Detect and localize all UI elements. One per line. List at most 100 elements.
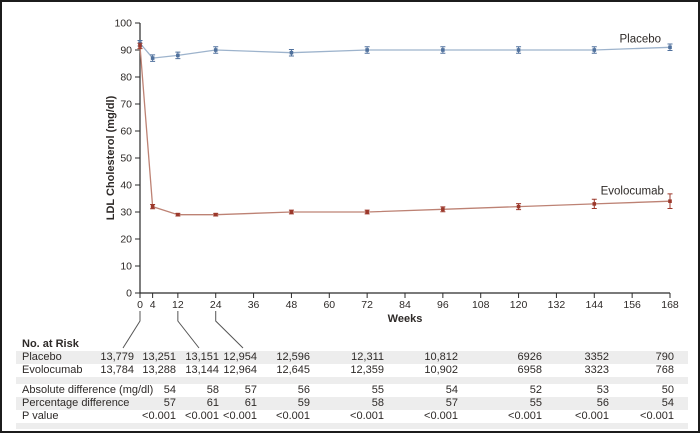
table-cell: 13,288 — [142, 364, 176, 376]
row-label: P value — [22, 410, 59, 422]
data-point-marker — [138, 44, 142, 48]
table-cell: 3352 — [584, 351, 609, 363]
table-cell: 61 — [244, 397, 257, 409]
table-cell: 57 — [244, 384, 257, 396]
table-cell: 768 — [655, 364, 674, 376]
y-tick-label: 100 — [114, 18, 132, 30]
table-row-evolocumab: Evolocumab 13,784 13,288 13,144 12,964 12,645… — [16, 364, 688, 377]
table-cell: <0.001 — [223, 410, 257, 422]
table-row-percentage-difference: Percentage difference 57 61 61 59 58 57 55 56 54 — [16, 397, 688, 410]
data-point-marker — [668, 45, 672, 50]
x-tick-label: 96 — [437, 299, 449, 311]
axis-to-table-connector — [122, 311, 141, 349]
x-tick-label: 120 — [510, 299, 528, 311]
x-tick-label: 4 — [150, 299, 156, 311]
y-tick-label: 60 — [120, 126, 132, 138]
data-point-marker — [365, 210, 369, 214]
y-tick-label: 10 — [120, 261, 132, 273]
table-cell: 3323 — [584, 364, 609, 376]
data-point-marker — [441, 207, 445, 212]
table-cell: <0.001 — [142, 410, 176, 422]
table-cell: 10,902 — [424, 364, 458, 376]
table-cell: 12,311 — [351, 351, 384, 363]
data-point-marker — [150, 204, 155, 209]
table-cell: <0.001 — [575, 410, 609, 422]
table-cell: 50 — [661, 384, 674, 396]
y-tick-label: 50 — [120, 153, 132, 165]
data-point-marker — [176, 53, 180, 58]
table-cell: <0.001 — [640, 410, 674, 422]
table-cell: 55 — [371, 384, 384, 396]
data-point-marker — [592, 48, 597, 52]
table-cell: <0.001 — [185, 410, 219, 422]
table-row-absolute-difference: Absolute difference (mg/dl) 54 58 57 56 55 54 5… — [16, 384, 688, 397]
axes — [139, 23, 670, 294]
axis-to-table-connector — [215, 311, 244, 349]
y-tick-label: 0 — [126, 288, 132, 300]
table-row-spacer — [16, 377, 688, 384]
table-cell: 57 — [163, 397, 176, 409]
data-point-marker — [516, 48, 521, 52]
table-cell: 12,596 — [276, 351, 310, 363]
data-point-marker — [213, 212, 218, 217]
evolocumab-line — [139, 45, 671, 216]
y-axis-label: LDL Cholesterol (mg/dl) — [105, 95, 117, 220]
axis-to-table-connector — [177, 311, 200, 349]
x-tick-label: 24 — [210, 299, 222, 311]
y-tick-label: 30 — [120, 207, 132, 219]
x-tick-label: 108 — [472, 299, 490, 311]
table-cell: 12,954 — [223, 351, 257, 363]
data-point-marker — [516, 204, 521, 209]
data-point-marker — [150, 56, 155, 60]
y-tick-label: 20 — [120, 234, 132, 246]
no-at-risk-heading: No. at Risk — [22, 338, 79, 350]
table-cell: 55 — [529, 397, 542, 409]
data-point-marker — [213, 48, 218, 52]
table-cell: 6926 — [517, 351, 542, 363]
y-tick-label: 40 — [120, 180, 132, 192]
placebo-series-label: Placebo — [620, 33, 662, 45]
table-cell: <0.001 — [424, 410, 458, 422]
table-cell: 54 — [661, 397, 674, 409]
table-cell: 12,359 — [350, 364, 384, 376]
table-cell: 58 — [371, 397, 384, 409]
row-label: Percentage difference — [22, 397, 130, 409]
x-axis-label: Weeks — [388, 313, 423, 325]
x-tick-label: 132 — [548, 299, 566, 311]
x-tick-label: 156 — [623, 299, 641, 311]
data-point-marker — [592, 202, 597, 206]
data-point-marker — [668, 199, 672, 203]
table-cell: 13,251 — [142, 351, 176, 363]
data-point-marker — [289, 50, 294, 55]
x-tick-label: 144 — [586, 299, 604, 311]
table-cell: <0.001 — [276, 410, 310, 422]
x-tick-label: 168 — [661, 299, 679, 311]
y-tick-label: 90 — [120, 45, 132, 57]
table-cell: 54 — [163, 384, 176, 396]
table-cell: 59 — [297, 397, 310, 409]
table-cell: 58 — [206, 384, 219, 396]
table-cell: 56 — [297, 384, 310, 396]
table-cell: 6958 — [517, 364, 542, 376]
row-label: Placebo — [22, 351, 62, 363]
table-row-p-value: P value <0.001 <0.001 <0.001 <0.001 <0.001 <0.… — [16, 410, 688, 423]
table-cell: 61 — [206, 397, 219, 409]
x-tick-label: 60 — [323, 299, 335, 311]
table-row-placebo: Placebo 13,779 13,251 13,151 12,954 12,596 12,… — [16, 351, 688, 364]
table-cell: <0.001 — [508, 410, 542, 422]
x-tick-label: 36 — [248, 299, 260, 311]
row-label: Evolocumab — [22, 364, 83, 376]
table-cell: 54 — [445, 384, 458, 396]
table-row-spacer — [16, 423, 688, 429]
table-cell: 10,812 — [424, 351, 458, 363]
evolocumab-series-label: Evolocumab — [601, 185, 664, 197]
y-tick-label: 80 — [120, 72, 132, 84]
row-label: Absolute difference (mg/dl) — [22, 384, 154, 396]
x-tick-label: 84 — [399, 299, 411, 311]
x-tick-label: 48 — [286, 299, 298, 311]
table-cell: 52 — [529, 384, 542, 396]
data-point-marker — [176, 212, 180, 217]
x-tick-label: 12 — [172, 299, 184, 311]
